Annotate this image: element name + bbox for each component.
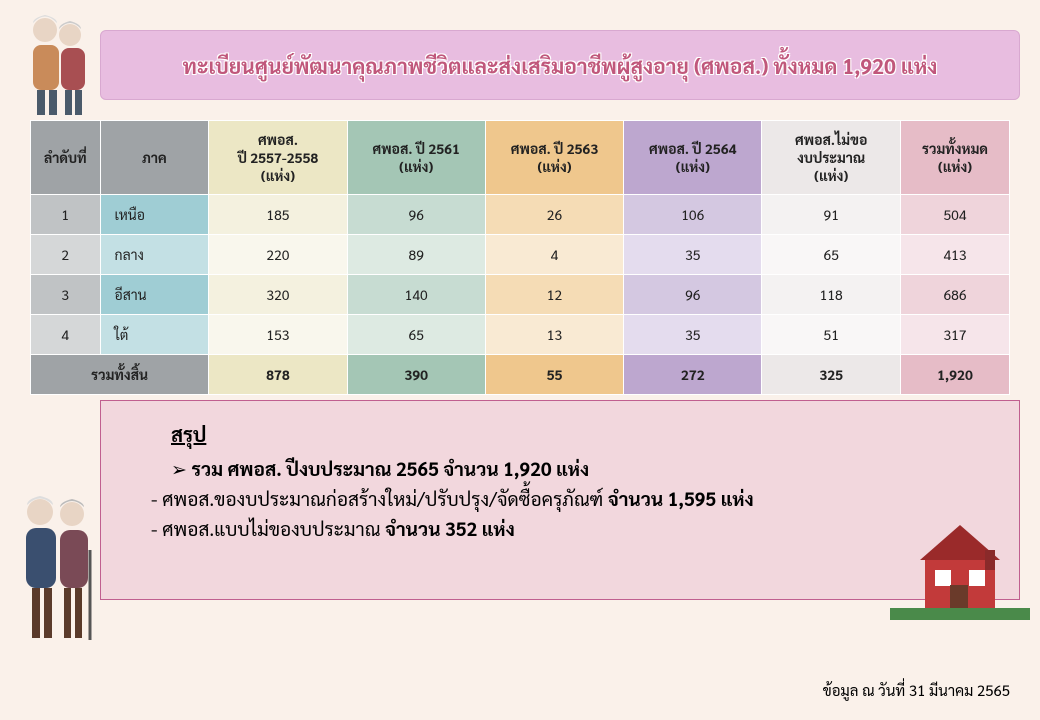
table-cell: 317 <box>901 315 1010 355</box>
table-cell: ใต้ <box>100 315 209 355</box>
header-title: ทะเบียนศูนย์พัฒนาคุณภาพชีวิตและส่งเสริมอ… <box>183 52 938 79</box>
col-header: ลำดับที่ <box>31 121 101 195</box>
table-cell: 1 <box>31 195 101 235</box>
data-table-container: ลำดับที่ภาคศพอส.ปี 2557-2558(แห่ง)ศพอส. … <box>30 120 1010 395</box>
table-cell: 12 <box>485 275 623 315</box>
footer-date: ข้อมูล ณ วันที่ 31 มีนาคม 2565 <box>823 681 1010 700</box>
table-cell: 35 <box>624 235 762 275</box>
table-cell: 26 <box>485 195 623 235</box>
summary-line: รวม ศพอส. ปีงบประมาณ 2565 จำนวน 1,920 แห… <box>151 457 989 481</box>
table-cell: 686 <box>901 275 1010 315</box>
table-cell: 65 <box>762 235 901 275</box>
summary-heading: สรุป <box>171 421 989 447</box>
table-row: 4ใต้15365133551317 <box>31 315 1010 355</box>
table-row: 1เหนือ185962610691504 <box>31 195 1010 235</box>
col-header: ศพอส. ปี 2561(แห่ง) <box>347 121 485 195</box>
table-cell: 51 <box>762 315 901 355</box>
table-cell: 320 <box>209 275 347 315</box>
footer-cell: 390 <box>347 355 485 395</box>
col-header: รวมทั้งหมด(แห่ง) <box>901 121 1010 195</box>
table-cell: 96 <box>624 275 762 315</box>
col-header: ภาค <box>100 121 209 195</box>
col-header: ศพอส. ปี 2564(แห่ง) <box>624 121 762 195</box>
summary-box: สรุป รวม ศพอส. ปีงบประมาณ 2565 จำนวน 1,9… <box>100 400 1020 600</box>
footer-cell: 272 <box>624 355 762 395</box>
table-cell: 35 <box>624 315 762 355</box>
footer-cell: 325 <box>762 355 901 395</box>
table-cell: 65 <box>347 315 485 355</box>
table-cell: 220 <box>209 235 347 275</box>
col-header: ศพอส.ปี 2557-2558(แห่ง) <box>209 121 347 195</box>
col-header: ศพอส.ไม่ของบประมาณ(แห่ง) <box>762 121 901 195</box>
table-cell: 4 <box>31 315 101 355</box>
col-header: ศพอส. ปี 2563(แห่ง) <box>485 121 623 195</box>
table-cell: 504 <box>901 195 1010 235</box>
elderly-couple-top-icon <box>15 10 100 120</box>
summary-line: ศพอส.ของบประมาณก่อสร้างใหม่/ปรับปรุง/จัด… <box>151 487 989 511</box>
footer-cell: 878 <box>209 355 347 395</box>
elderly-couple-bottom-icon <box>12 490 102 650</box>
table-cell: กลาง <box>100 235 209 275</box>
table-cell: 91 <box>762 195 901 235</box>
header-banner: ทะเบียนศูนย์พัฒนาคุณภาพชีวิตและส่งเสริมอ… <box>100 30 1020 100</box>
table-cell: 4 <box>485 235 623 275</box>
data-table: ลำดับที่ภาคศพอส.ปี 2557-2558(แห่ง)ศพอส. … <box>30 120 1010 395</box>
table-cell: 13 <box>485 315 623 355</box>
house-icon <box>890 510 1030 620</box>
footer-cell: 55 <box>485 355 623 395</box>
table-cell: 118 <box>762 275 901 315</box>
footer-cell: 1,920 <box>901 355 1010 395</box>
table-cell: 3 <box>31 275 101 315</box>
summary-line: ศพอส.แบบไม่ของบประมาณ จำนวน 352 แห่ง <box>151 517 989 541</box>
table-row: 3อีสาน3201401296118686 <box>31 275 1010 315</box>
table-cell: 106 <box>624 195 762 235</box>
table-cell: 153 <box>209 315 347 355</box>
table-cell: อีสาน <box>100 275 209 315</box>
table-cell: เหนือ <box>100 195 209 235</box>
table-row: 2กลาง2208943565413 <box>31 235 1010 275</box>
table-cell: 96 <box>347 195 485 235</box>
table-cell: 89 <box>347 235 485 275</box>
table-cell: 185 <box>209 195 347 235</box>
table-cell: 2 <box>31 235 101 275</box>
table-cell: 140 <box>347 275 485 315</box>
table-cell: 413 <box>901 235 1010 275</box>
footer-label: รวมทั้งสิ้น <box>31 355 209 395</box>
